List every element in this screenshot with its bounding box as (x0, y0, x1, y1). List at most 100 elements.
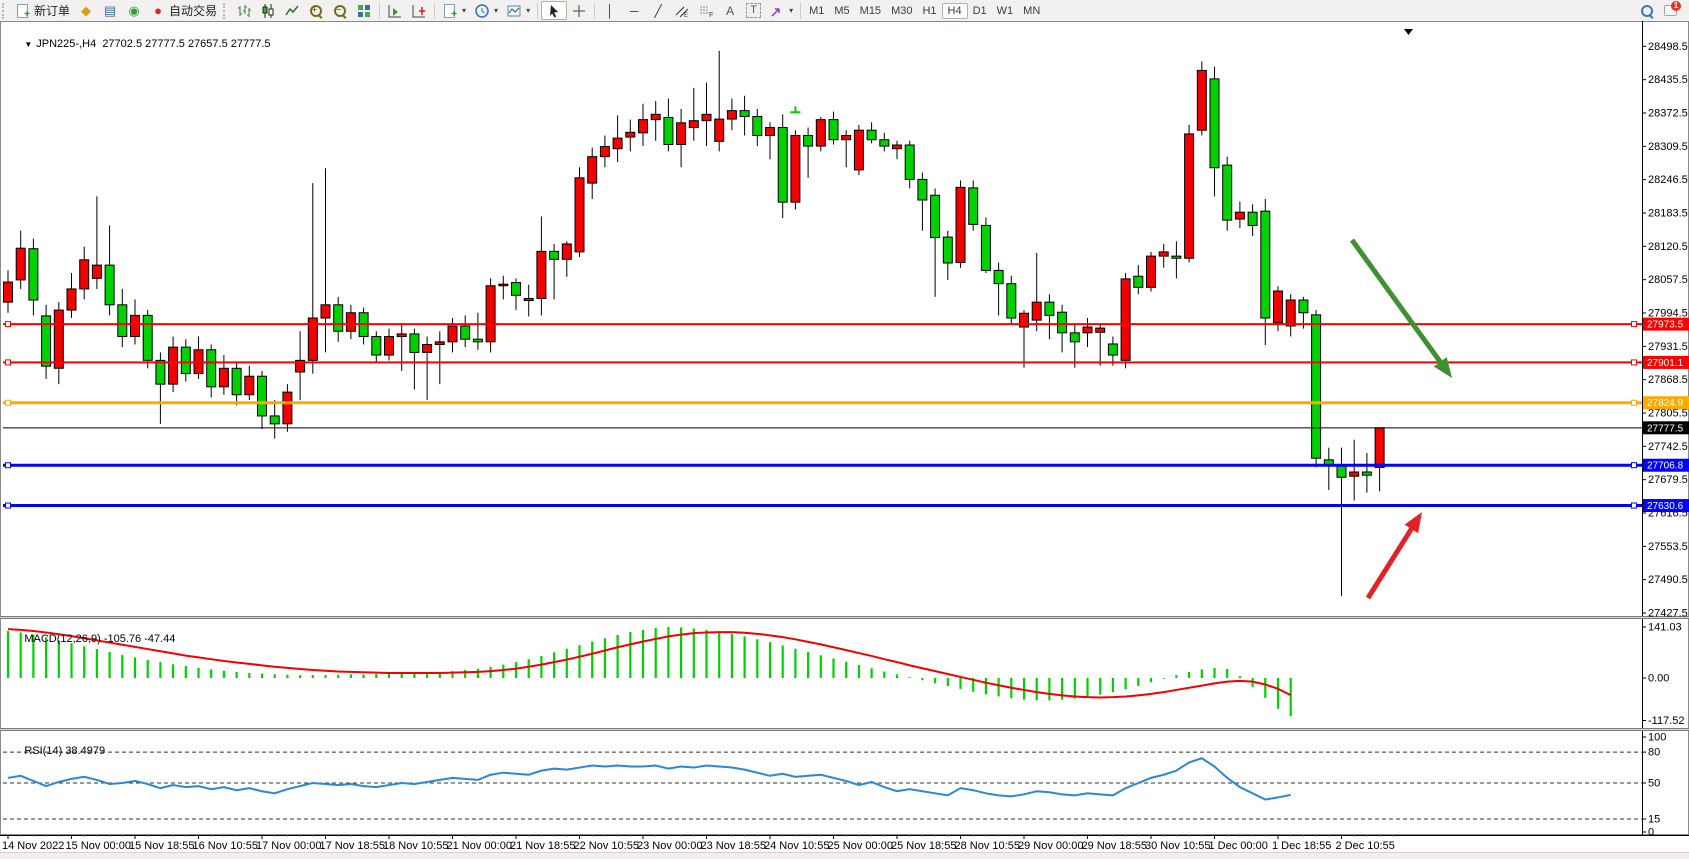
candle (1234, 211, 1245, 220)
candle (917, 178, 928, 201)
chat-bubble-icon: 1 (1663, 0, 1681, 19)
market-depth-button[interactable]: ▤ (98, 1, 122, 20)
notifications-button[interactable]: 1 (1659, 0, 1683, 20)
line-chart-icon (284, 3, 300, 19)
auto-scroll-button[interactable] (383, 1, 407, 20)
scroll-position-marker-icon (1404, 29, 1413, 35)
candle (726, 110, 737, 120)
candle (91, 264, 102, 279)
timeframe-h4[interactable]: H4 (941, 2, 968, 19)
timeframe-m1[interactable]: M1 (809, 4, 825, 17)
line-handle[interactable] (5, 321, 11, 328)
candle (1146, 255, 1156, 288)
time-tick-label: 16 Nov 10:55 (193, 840, 258, 852)
timeframe-mn[interactable]: MN (1023, 4, 1041, 17)
fibonacci-tool-button[interactable]: F (694, 1, 718, 20)
time-tick-label: 2 Dec 10:55 (1336, 840, 1395, 852)
tile-windows-button[interactable] (352, 1, 376, 20)
text-label-tool-button[interactable]: T (742, 1, 765, 20)
bar-chart-button[interactable] (232, 1, 256, 20)
zoom-in-button[interactable]: + (304, 1, 328, 20)
price-tag (1643, 458, 1689, 472)
search-button[interactable] (1635, 1, 1659, 20)
candle (663, 116, 674, 145)
candle (422, 343, 433, 353)
vertical-line-tool-button[interactable]: │ (598, 1, 622, 20)
templates-icon (506, 3, 522, 19)
candle (523, 297, 534, 302)
toolbar-grip[interactable] (223, 2, 230, 19)
pane-splitter[interactable] (0, 616, 1689, 619)
chart-menu-triangle-icon[interactable]: ▼ (24, 40, 33, 49)
arrows-shapes-icon (769, 3, 785, 19)
horizontal-line-tool-button[interactable]: ─ (622, 1, 646, 20)
arrows-tool-button[interactable]: ▾ (765, 1, 797, 20)
toolbar-grip[interactable] (2, 2, 9, 19)
line-handle[interactable] (1631, 462, 1637, 469)
candle (41, 315, 52, 367)
candle (1285, 299, 1296, 327)
tile-windows-icon (356, 3, 372, 19)
timeframe-d1[interactable]: D1 (972, 4, 987, 17)
trendline-tool-button[interactable]: ╱ (646, 1, 670, 20)
candle (282, 391, 293, 425)
green-down-arrow[interactable] (1349, 238, 1445, 367)
candle (688, 120, 699, 129)
candle (307, 317, 318, 361)
green-down-arrow-head (1433, 357, 1452, 378)
profiles-button[interactable]: ▾ (470, 1, 502, 20)
templates-button[interactable]: ▾ (502, 1, 534, 20)
price-tag (1643, 355, 1689, 369)
new-chart-button[interactable]: + ▾ (438, 1, 470, 20)
chart-canvas[interactable]: 28498.5 28435.5 28372.5 28309.5 28246.5 28183… (0, 21, 1689, 852)
line-handle[interactable] (1631, 359, 1637, 366)
timeframe-w1[interactable]: W1 (996, 4, 1014, 17)
rsi-indicator-label: RSI(14) 38.4979 (24, 745, 106, 757)
candle (1044, 301, 1055, 316)
price-tag-label: 27824.9 (1647, 398, 1684, 409)
zoom-out-button[interactable]: − (328, 1, 352, 20)
candle (803, 134, 814, 147)
timeframe-h1[interactable]: H1 (922, 4, 937, 17)
timeframe-m15[interactable]: M15 (859, 4, 882, 17)
pane-splitter[interactable] (0, 728, 1689, 731)
price-tick-label: 27553.5 (1648, 541, 1688, 553)
candle (117, 304, 128, 338)
line-chart-button[interactable] (280, 1, 304, 20)
candle (942, 236, 953, 264)
candle (511, 282, 521, 296)
crosshair-tool-button[interactable] (567, 1, 591, 20)
channel-tool-button[interactable]: E (670, 1, 694, 20)
chart-shift-button[interactable] (407, 1, 431, 20)
line-handle[interactable] (1631, 502, 1637, 509)
candle (79, 259, 90, 290)
cursor-tool-button[interactable] (541, 1, 568, 20)
line-handle[interactable] (5, 502, 11, 509)
timeframe-m5[interactable]: M5 (834, 4, 850, 17)
time-tick-label: 25 Nov 18:55 (891, 840, 956, 852)
timeframe-m30[interactable]: M30 (891, 4, 913, 17)
text-tool-button[interactable]: A (718, 1, 742, 20)
candlestick-chart-button[interactable] (256, 1, 280, 20)
signals-button[interactable]: ◉ (122, 1, 146, 20)
price-tag-label: 27706.8 (1647, 461, 1684, 472)
auto-trading-button[interactable]: ● 自动交易 (146, 1, 221, 20)
candle (371, 336, 382, 356)
candle (1057, 311, 1068, 334)
line-handle[interactable] (1631, 399, 1637, 406)
candle (257, 375, 267, 417)
candle (218, 367, 229, 388)
line-handle[interactable] (5, 399, 11, 406)
candle (1361, 471, 1372, 476)
equidistant-channel-icon: E (674, 3, 690, 19)
line-handle[interactable] (1631, 321, 1637, 328)
symbols-button[interactable]: ◆ (74, 1, 98, 20)
candlestick-chart-icon (260, 3, 276, 19)
line-handle[interactable] (5, 462, 11, 469)
line-handle[interactable] (5, 359, 11, 366)
time-tick-label: 30 Nov 10:55 (1145, 840, 1210, 852)
red-up-arrow[interactable] (1365, 524, 1416, 600)
new-order-button[interactable]: + 新订单 (11, 1, 74, 20)
candle (739, 110, 750, 117)
candle (1095, 327, 1106, 333)
